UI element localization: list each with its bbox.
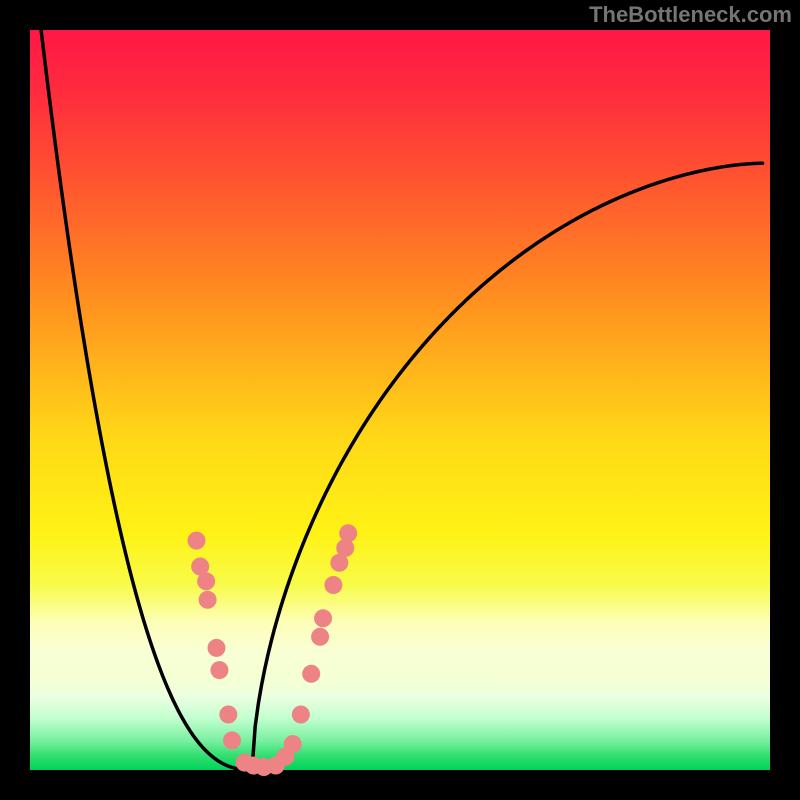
data-marker [314, 609, 332, 627]
data-marker [339, 524, 357, 542]
data-marker [188, 532, 206, 550]
data-marker [219, 706, 237, 724]
data-marker [284, 735, 302, 753]
data-marker [223, 731, 241, 749]
data-marker [197, 572, 215, 590]
data-marker [292, 706, 310, 724]
data-marker [324, 576, 342, 594]
data-marker [302, 665, 320, 683]
data-marker [336, 539, 354, 557]
gradient-panel [30, 30, 770, 770]
bottleneck-chart [0, 0, 800, 800]
data-marker [311, 628, 329, 646]
chart-stage: TheBottleneck.com [0, 0, 800, 800]
data-marker [199, 591, 217, 609]
data-marker [210, 661, 228, 679]
data-marker [207, 639, 225, 657]
